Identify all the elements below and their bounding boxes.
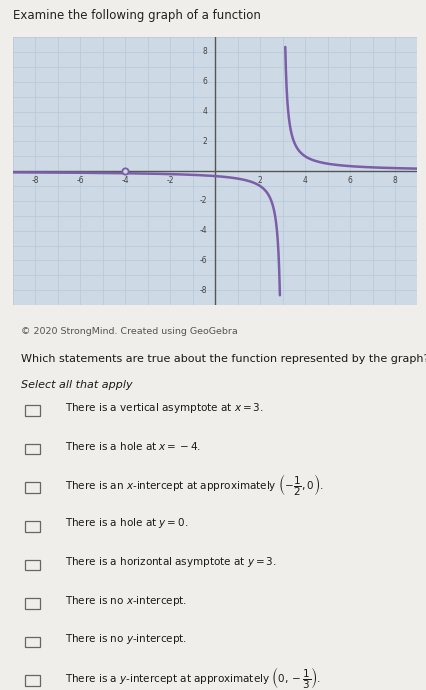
- Text: 2: 2: [202, 137, 207, 146]
- Text: -6: -6: [200, 256, 207, 265]
- Text: There is a hole at $y=0$.: There is a hole at $y=0$.: [66, 516, 189, 531]
- Text: -2: -2: [167, 177, 174, 186]
- Text: There is a vertical asymptote at $x=3$.: There is a vertical asymptote at $x=3$.: [66, 401, 264, 415]
- Text: There is a horizontal asymptote at $y=3$.: There is a horizontal asymptote at $y=3$…: [66, 555, 277, 569]
- Text: There is an $x$-intercept at approximately $\left(-\dfrac{1}{2},0\right)$.: There is an $x$-intercept at approximate…: [66, 472, 324, 497]
- Text: Select all that apply: Select all that apply: [21, 380, 132, 390]
- Text: Which statements are true about the function represented by the graph?: Which statements are true about the func…: [21, 354, 426, 364]
- Text: -8: -8: [200, 286, 207, 295]
- Text: -4: -4: [121, 177, 129, 186]
- Text: -4: -4: [200, 226, 207, 235]
- Text: -2: -2: [200, 197, 207, 206]
- Text: 4: 4: [302, 177, 308, 186]
- Text: 4: 4: [202, 107, 207, 116]
- Text: -8: -8: [32, 177, 39, 186]
- Text: 6: 6: [202, 77, 207, 86]
- Text: Examine the following graph of a function: Examine the following graph of a functio…: [13, 9, 261, 21]
- Text: There is a hole at $x=-4$.: There is a hole at $x=-4$.: [66, 440, 201, 452]
- Text: 2: 2: [258, 177, 262, 186]
- Text: There is no $y$-intercept.: There is no $y$-intercept.: [66, 632, 187, 647]
- Text: 8: 8: [393, 177, 397, 186]
- Text: -6: -6: [76, 177, 84, 186]
- Text: 8: 8: [202, 48, 207, 57]
- Text: © 2020 StrongMind. Created using GeoGebra: © 2020 StrongMind. Created using GeoGebr…: [21, 328, 238, 337]
- Text: 6: 6: [348, 177, 352, 186]
- Text: There is a $y$-intercept at approximately $\left(0,-\dfrac{1}{3}\right)$.: There is a $y$-intercept at approximatel…: [66, 665, 322, 690]
- Text: There is no $x$-intercept.: There is no $x$-intercept.: [66, 593, 187, 608]
